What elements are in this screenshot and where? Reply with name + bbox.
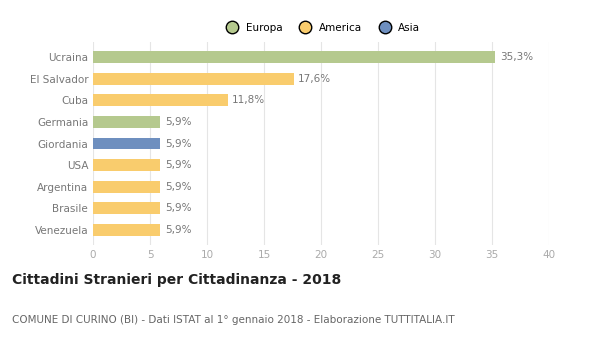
Bar (93, 51, 496, 63)
Bar (93, 116, 160, 128)
Bar (93, 94, 227, 106)
Text: 5,9%: 5,9% (165, 182, 191, 192)
Text: 11,8%: 11,8% (232, 95, 265, 105)
Text: 17,6%: 17,6% (298, 74, 331, 84)
Text: Cittadini Stranieri per Cittadinanza - 2018: Cittadini Stranieri per Cittadinanza - 2… (12, 273, 341, 287)
Text: COMUNE DI CURINO (BI) - Dati ISTAT al 1° gennaio 2018 - Elaborazione TUTTITALIA.: COMUNE DI CURINO (BI) - Dati ISTAT al 1°… (12, 315, 455, 325)
Bar (93, 159, 160, 171)
Bar (93, 202, 160, 214)
Text: 5,9%: 5,9% (165, 117, 191, 127)
Bar (93, 73, 293, 85)
Text: 5,9%: 5,9% (165, 139, 191, 148)
Text: 5,9%: 5,9% (165, 225, 191, 235)
Bar (93, 224, 160, 236)
Text: 5,9%: 5,9% (165, 160, 191, 170)
Legend: Europa, America, Asia: Europa, America, Asia (221, 23, 421, 33)
Text: 5,9%: 5,9% (165, 203, 191, 213)
Text: 35,3%: 35,3% (500, 52, 533, 62)
Bar (93, 138, 160, 149)
Bar (93, 181, 160, 192)
